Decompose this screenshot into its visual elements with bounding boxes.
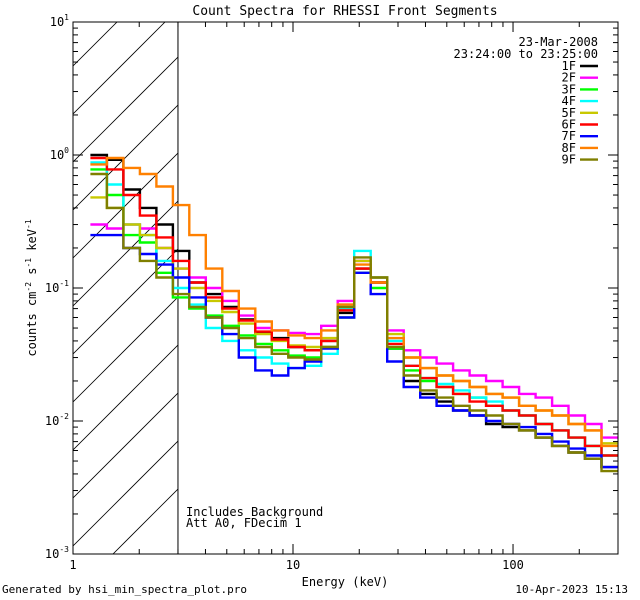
excluded-energy-hatch (73, 22, 179, 554)
legend-label-4F: 4F (562, 94, 576, 108)
annotation-attenuator: Att A0, FDecim 1 (186, 516, 302, 530)
chart-title: Count Spectra for RHESSI Front Segments (192, 4, 497, 19)
y-tick-label: 10-1 (45, 279, 69, 295)
x-tick-label: 1 (69, 558, 76, 572)
annotation-background: Includes Background (186, 505, 323, 519)
generation-timestamp: 10-Apr-2023 15:13 (515, 583, 628, 596)
axis-ticks (72, 21, 619, 555)
generated-by-note: Generated by hsi_min_spectra_plot.pro (2, 583, 248, 596)
legend-label-2F: 2F (562, 71, 576, 85)
legend-label-1F: 1F (562, 59, 576, 73)
series-9F (90, 172, 618, 473)
y-tick-label: 10-3 (45, 545, 69, 561)
series-layer (90, 153, 618, 473)
x-axis-label: Energy (keV) (302, 575, 389, 589)
legend-label-8F: 8F (562, 141, 576, 155)
hatch-lines (73, 22, 178, 554)
y-tick-label: 101 (50, 13, 69, 29)
legend-label-6F: 6F (562, 118, 576, 132)
x-tick-labels: 1 10 100 (69, 558, 523, 572)
y-axis-label: counts cm-2 s-1 keV-1 (24, 219, 39, 356)
x-tick-label: 100 (502, 558, 524, 572)
y-tick-label: 10-2 (45, 412, 69, 428)
series-5F (90, 196, 618, 445)
plot-frame (72, 21, 619, 555)
date-label: 23-Mar-2008 (519, 35, 598, 49)
time-range-label: 23:24:00 to 23:25:00 (454, 47, 599, 61)
legend-label-3F: 3F (562, 82, 576, 96)
y-tick-labels: 10-3 10-2 10-1 100 101 (45, 13, 69, 561)
y-tick-label: 100 (50, 146, 69, 162)
legend-label-9F: 9F (562, 153, 576, 167)
legend-label-7F: 7F (562, 129, 576, 143)
x-tick-label: 10 (286, 558, 300, 572)
legend-label-5F: 5F (562, 106, 576, 120)
